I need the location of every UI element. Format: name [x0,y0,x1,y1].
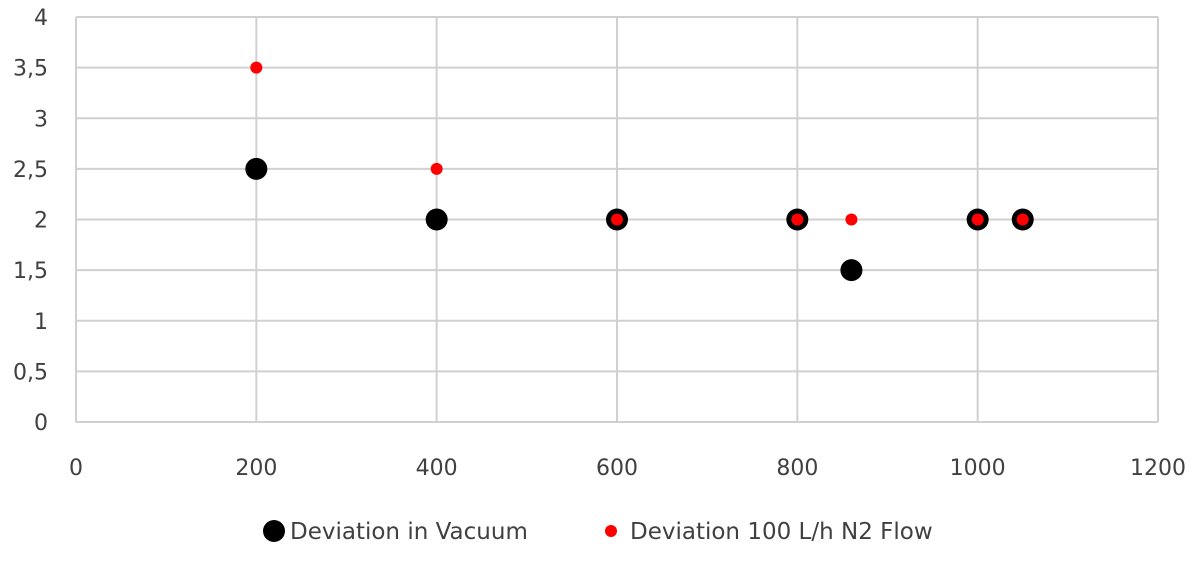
vacuum-point [425,208,448,231]
legend-label: Deviation 100 L/h N2 Flow [630,519,933,545]
y-tick-label: 3 [34,107,48,132]
vacuum-point [840,259,863,282]
x-tick-label: 0 [69,456,83,481]
n2-flow-point [1016,213,1029,226]
legend-marker [605,525,617,537]
n2-flow-point [430,162,443,175]
y-tick-label: 0,5 [13,360,48,385]
x-tick-label: 1200 [1130,456,1186,481]
vacuum-point [245,157,268,180]
y-tick-label: 1 [34,310,48,335]
x-tick-label: 800 [776,456,818,481]
x-tick-label: 200 [235,456,277,481]
x-tick-label: 600 [596,456,638,481]
y-tick-label: 1,5 [13,259,48,284]
tick-labels: 0 0,5 1 1,5 2 2,5 3 3,5 4 0 200 400 600 800 1000 1200 [13,6,1186,481]
x-tick-label: 400 [416,456,458,481]
y-tick-label: 4 [34,6,48,31]
n2-flow-point [611,213,623,226]
n2-flow-point [250,61,263,74]
data-points [245,61,1034,282]
y-tick-label: 2,5 [13,158,48,183]
x-tick-label: 1000 [950,456,1006,481]
n2-flow-point [791,213,804,226]
legend-marker [263,520,285,542]
legend-label: Deviation in Vacuum [290,519,528,545]
y-tick-label: 2 [34,209,48,234]
legend: Deviation in Vacuum Deviation 100 L/h N2 … [263,519,933,545]
n2-flow-point [971,213,984,226]
n2-flow-point [845,213,858,226]
y-tick-label: 0 [34,411,48,436]
y-tick-label: 3,5 [13,57,48,82]
